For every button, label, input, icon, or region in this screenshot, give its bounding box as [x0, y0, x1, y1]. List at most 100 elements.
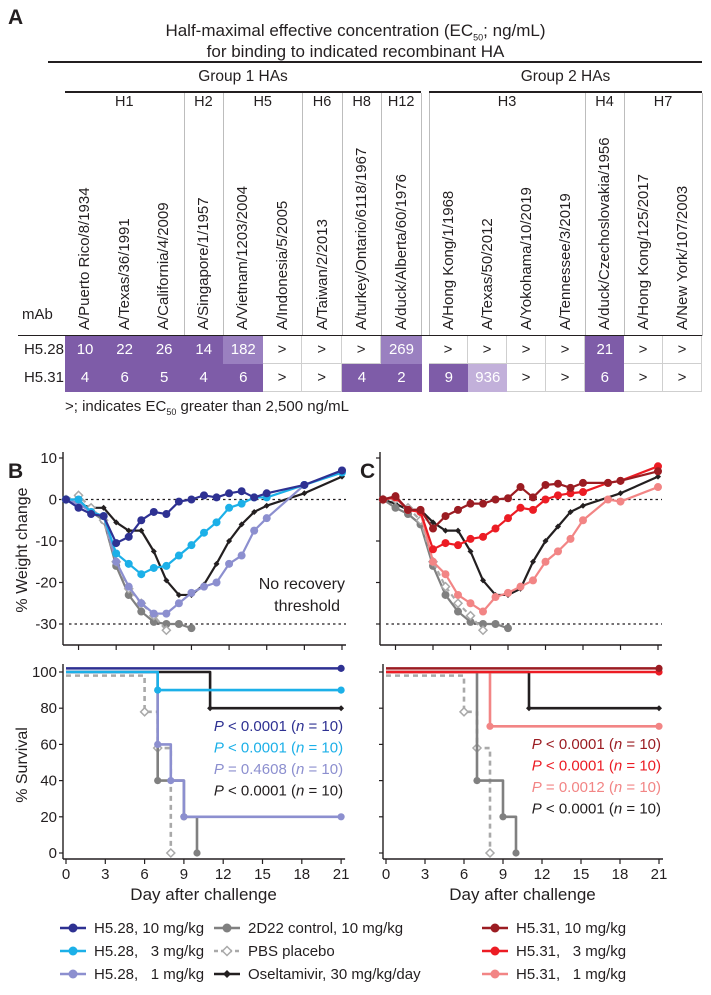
p-symbol: P: [532, 736, 542, 753]
y-tick-label: 20: [40, 809, 57, 826]
h531_10-marker: [566, 483, 575, 492]
h531_1-line: [386, 670, 659, 728]
ec50-cell-above-limit: >: [429, 336, 468, 364]
x-tick-label: 15: [254, 866, 271, 883]
subtype-divider: [624, 93, 625, 336]
legend-label: H5.28, 3 mg/kg: [94, 942, 205, 960]
h528_3-marker: [212, 518, 221, 527]
h528_10-marker: [212, 493, 221, 502]
h531_1-marker: [554, 547, 562, 556]
h528_3-marker: [237, 499, 246, 508]
ec50-cell: 9: [429, 364, 469, 392]
ec50-cell: 4: [65, 364, 106, 392]
p-value-label: P < 0.0001 (n = 10): [532, 736, 661, 753]
p-text: < 0.0001 (: [542, 758, 614, 775]
weight_c-chart: [376, 452, 662, 650]
x-tick-label: 3: [421, 866, 429, 883]
h528_10-marker: [62, 495, 70, 504]
x-tick-label: 12: [534, 866, 551, 883]
legend-item: H5.31, 1 mg/kg: [480, 964, 626, 984]
y-tick-label: -10: [35, 533, 57, 550]
h531_10-marker: [441, 512, 450, 521]
h528_10-series: [62, 466, 346, 548]
osel-marker: [530, 558, 536, 565]
y-tick-label: 0: [49, 492, 57, 509]
d2d22-marker: [499, 813, 507, 821]
subtype-label: H12: [387, 94, 415, 110]
h528_3-marker: [124, 559, 133, 568]
ec50-cell-above-limit: >: [546, 364, 585, 392]
h528_10-marker: [337, 466, 346, 475]
ec50-cell: 4: [183, 364, 224, 392]
h528_3-marker: [112, 549, 121, 558]
h531_10-marker: [379, 495, 387, 504]
ec50-cell: 22: [104, 336, 145, 364]
h528_1-marker: [262, 514, 271, 523]
h528_1-marker: [250, 526, 259, 535]
osel-legend-swatch: [214, 970, 240, 978]
h528_1-marker: [167, 777, 175, 785]
ec50-cell-above-limit: >: [507, 364, 546, 392]
subtype-label: H6: [312, 94, 332, 110]
osel-marker: [526, 705, 532, 712]
ec50-cell-above-limit: >: [624, 336, 663, 364]
n-symbol: n: [614, 758, 622, 775]
h531_10-marker: [391, 492, 400, 501]
d2d22-marker: [479, 620, 487, 628]
legend-marker: [68, 923, 78, 933]
osel-marker: [542, 538, 549, 544]
osel-marker: [100, 504, 107, 511]
h531_1-marker: [541, 557, 550, 566]
panel-c-letter: C: [360, 460, 376, 483]
pbs-marker: [161, 625, 172, 636]
threshold-annotation: threshold: [274, 598, 340, 615]
osel-marker: [301, 490, 308, 497]
h531_10-marker: [616, 476, 625, 485]
pbs-line: [383, 498, 484, 631]
h528_3-marker: [225, 503, 234, 512]
h531_1-marker: [566, 534, 575, 543]
h531_10-marker: [655, 664, 663, 672]
subtype-label: H3: [497, 94, 517, 110]
h531_10-marker: [529, 493, 537, 502]
h531_10-marker: [416, 505, 425, 514]
x-tick-label: 18: [612, 866, 629, 883]
h531_3-marker: [429, 545, 437, 554]
h531_10-marker: [541, 480, 550, 489]
h531_10-series: [379, 467, 662, 533]
d2d22-series: [386, 670, 520, 857]
h531_10-marker: [491, 495, 500, 504]
p-text: = 0.4608 (: [224, 761, 296, 778]
h528_1-marker: [337, 813, 345, 821]
d2d22-marker: [187, 624, 196, 633]
p-text: < 0.0001 (: [224, 718, 296, 735]
osel-marker: [655, 473, 661, 480]
osel-marker: [138, 527, 145, 534]
h531_10-series: [386, 664, 663, 672]
pbs-marker: [458, 706, 470, 717]
pbs-legend-swatch: [214, 945, 240, 957]
h528_1-marker: [212, 578, 221, 587]
h528_1-marker: [180, 813, 188, 821]
h528_3-marker: [199, 528, 208, 537]
h531_1-marker: [616, 497, 625, 506]
n-symbol: n: [614, 801, 622, 818]
legend-item: Oseltamivir, 30 mg/kg/day: [212, 964, 421, 984]
osel-marker: [617, 490, 624, 497]
h531_1-marker: [429, 557, 437, 566]
h531_10-marker: [466, 499, 475, 508]
legend-label: H5.31, 10 mg/kg: [516, 919, 627, 937]
n-symbol: n: [296, 718, 304, 735]
p-value-label: P < 0.0001 (n = 10): [532, 801, 661, 818]
osel-series: [380, 473, 661, 598]
legend-item: H5.28, 1 mg/kg: [58, 964, 204, 984]
x-tick-label: 3: [101, 866, 109, 883]
subtype-label: H2: [194, 94, 213, 110]
y-tick-label: 60: [40, 736, 57, 753]
osel-marker: [251, 508, 258, 515]
h528_1-marker: [237, 551, 246, 560]
ec50-cell-above-limit: >: [302, 364, 342, 392]
osel-marker: [338, 705, 345, 712]
h528_3-marker: [149, 563, 158, 572]
p-value-label: P < 0.0001 (n = 10): [214, 740, 343, 757]
